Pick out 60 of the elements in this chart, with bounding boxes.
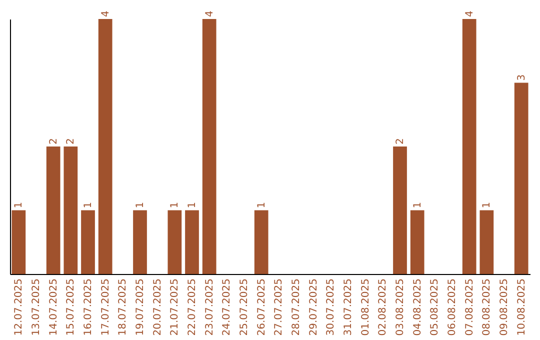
- data-label: 1: [412, 202, 424, 208]
- x-tick-label: 26.07.2025: [256, 278, 268, 336]
- data-label: 1: [14, 202, 25, 208]
- bar: [480, 210, 494, 274]
- data-label: 1: [83, 202, 94, 208]
- x-tick-label: 22.07.2025: [187, 278, 198, 336]
- x-tick-label: 08.08.2025: [482, 278, 493, 336]
- bar: [64, 146, 78, 274]
- x-tick-label: 19.07.2025: [135, 278, 146, 336]
- x-tick-label: 06.08.2025: [447, 278, 458, 336]
- x-tick-label: 29.07.2025: [308, 278, 320, 336]
- data-label: 2: [66, 138, 77, 144]
- data-label: 1: [170, 202, 181, 208]
- x-tick-label: 25.07.2025: [239, 278, 250, 336]
- bar: [514, 82, 528, 274]
- bar: [254, 210, 268, 274]
- x-tick-label: 12.07.2025: [14, 278, 25, 336]
- x-tick-label: 21.07.2025: [170, 278, 181, 336]
- bar: [98, 19, 112, 274]
- bar: [12, 210, 26, 274]
- x-tick-label: 30.07.2025: [326, 278, 337, 336]
- data-label: 1: [256, 202, 268, 208]
- x-tick-label: 20.07.2025: [152, 278, 164, 336]
- x-tick-label: 27.07.2025: [274, 278, 285, 336]
- data-label: 2: [48, 138, 60, 144]
- x-tick-label: 10.08.2025: [516, 278, 528, 336]
- bar: [462, 19, 476, 274]
- bar: [410, 210, 424, 274]
- x-tick-label: 31.07.2025: [343, 278, 354, 336]
- x-tick-label: 13.07.2025: [31, 278, 42, 336]
- data-label: 2: [395, 138, 406, 144]
- bar: [185, 210, 199, 274]
- bar: [81, 210, 95, 274]
- x-tick-label: 02.08.2025: [378, 278, 389, 336]
- bar: [202, 19, 216, 274]
- bar: [46, 146, 60, 274]
- x-tick-label: 04.08.2025: [412, 278, 424, 336]
- data-label: 4: [204, 10, 216, 17]
- data-label: 1: [135, 202, 146, 208]
- bar: [133, 210, 147, 274]
- data-label: 1: [187, 202, 198, 208]
- x-tick-label: 28.07.2025: [291, 278, 302, 336]
- x-tick-label: 05.08.2025: [430, 278, 441, 336]
- x-tick-label: 18.07.2025: [118, 278, 129, 336]
- data-label: 4: [464, 10, 476, 17]
- data-label: 3: [516, 74, 528, 81]
- x-tick-label: 17.07.2025: [100, 278, 112, 336]
- bar: [168, 210, 182, 274]
- x-tick-label: 14.07.2025: [48, 278, 60, 336]
- x-tick-label: 24.07.2025: [222, 278, 233, 336]
- data-label: 4: [100, 10, 112, 17]
- data-label: 1: [482, 202, 493, 208]
- x-tick-label: 16.07.2025: [83, 278, 94, 336]
- x-tick-label: 09.08.2025: [499, 278, 510, 336]
- x-tick-label: 03.08.2025: [395, 278, 406, 336]
- x-tick-label: 07.08.2025: [464, 278, 476, 336]
- x-tick-label: 23.07.2025: [204, 278, 216, 336]
- x-tick-label: 01.08.2025: [360, 278, 372, 336]
- bar: [393, 146, 407, 274]
- x-tick-label: 15.07.2025: [66, 278, 77, 336]
